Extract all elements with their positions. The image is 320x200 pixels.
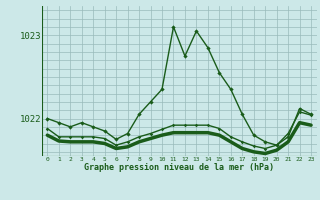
X-axis label: Graphe pression niveau de la mer (hPa): Graphe pression niveau de la mer (hPa) (84, 163, 274, 172)
